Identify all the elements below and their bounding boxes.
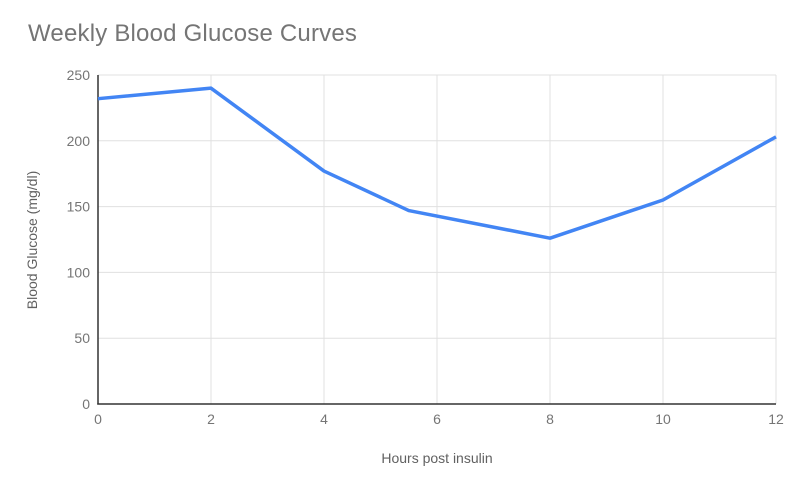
y-tick-label: 200 xyxy=(67,133,91,149)
x-tick-label: 0 xyxy=(94,411,102,427)
x-tick-label: 4 xyxy=(320,411,328,427)
y-tick-label: 0 xyxy=(82,396,90,412)
x-tick-label: 8 xyxy=(546,411,554,427)
glucose-line-series xyxy=(97,86,777,240)
x-tick-label: 10 xyxy=(655,411,671,427)
tick-labels: 0 50 100 150 200 250 0 2 4 6 8 10 12 xyxy=(67,67,784,427)
x-tick-label: 6 xyxy=(433,411,441,427)
x-tick-label: 12 xyxy=(768,411,784,427)
y-tick-label: 250 xyxy=(67,67,91,83)
chart-title: Weekly Blood Glucose Curves xyxy=(28,20,358,47)
axes xyxy=(97,75,776,405)
gridlines xyxy=(98,74,777,404)
y-tick-label: 100 xyxy=(67,264,91,280)
y-tick-label: 50 xyxy=(74,330,90,346)
y-axis-title-text: Blood Glucose (mg/dl) xyxy=(24,170,40,310)
y-tick-label: 150 xyxy=(67,199,91,215)
data-line xyxy=(97,86,777,240)
x-axis-title: Hours post insulin xyxy=(381,450,493,466)
x-tick-label: 2 xyxy=(207,411,215,427)
